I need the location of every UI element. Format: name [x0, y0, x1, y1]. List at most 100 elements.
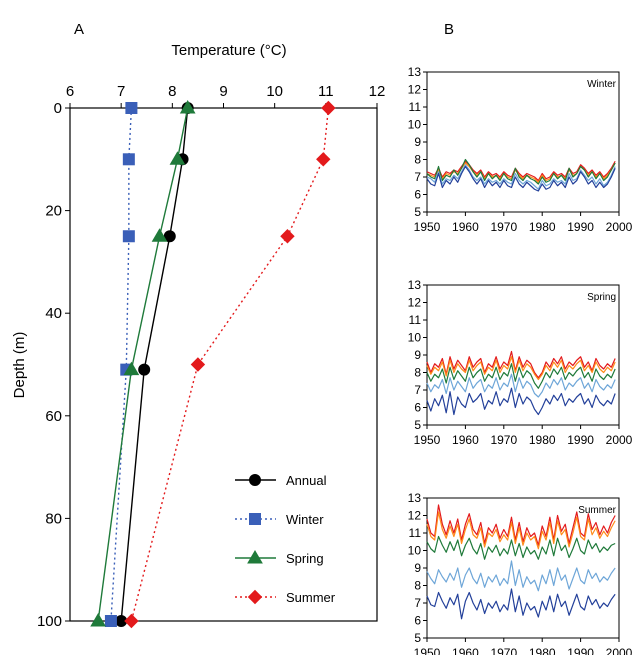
panel-b-winter: 5 6 7 8 9 10 11 12 13 1950 1960 1970 1980 1990 2000 Win… — [408, 65, 633, 234]
x-tick-label: 1950 — [414, 220, 441, 234]
x-tick-label: 1990 — [567, 220, 594, 234]
x-tick-label: 1970 — [490, 220, 517, 234]
data-point-summer — [316, 152, 331, 167]
data-point-winter — [104, 615, 117, 627]
series-line-1 — [426, 356, 616, 381]
series-line-3 — [426, 373, 616, 398]
panel-label-a: A — [74, 21, 84, 38]
data-point-spring — [169, 151, 186, 165]
x-tick-label: 1980 — [529, 433, 556, 447]
legend: Annual Winter Spring Summer — [235, 473, 336, 605]
x-tick-label: 7 — [117, 83, 125, 100]
data-point-summer — [321, 100, 336, 116]
x-tick-label: 8 — [168, 83, 176, 100]
legend-marker-winter — [249, 513, 261, 525]
season-label: Summer — [578, 505, 616, 516]
series-line-winter — [110, 107, 133, 622]
y-tick-label: 20 — [45, 203, 62, 220]
panel-label-b: B — [444, 21, 454, 38]
data-point-spring — [123, 361, 140, 376]
x-tick-label: 2000 — [606, 220, 633, 234]
x-tick-label: 1950 — [414, 433, 441, 447]
legend-marker-spring — [247, 550, 263, 564]
x-tick-label: 11 — [318, 83, 334, 100]
data-point-summer — [280, 229, 295, 244]
y-tick-label: 11 — [409, 100, 422, 114]
y-tick-label: 0 — [54, 100, 62, 117]
series-line-2 — [426, 158, 616, 185]
y-tick-label: 5 — [414, 418, 421, 432]
data-point-summer — [124, 613, 139, 629]
series-line-4 — [426, 387, 616, 416]
series-line-2 — [426, 535, 616, 560]
y-tick-label: 8 — [414, 366, 421, 380]
y-tick-label: 6 — [414, 614, 421, 628]
x-tick-label: 10 — [266, 83, 283, 100]
series-line-0 — [426, 350, 616, 379]
series-line-summer — [130, 107, 330, 622]
x-tick-label: 1970 — [490, 646, 517, 655]
legend-label-annual: Annual — [286, 473, 327, 488]
plot-frame — [426, 71, 620, 213]
panel-b-summer: 5 6 7 8 9 10 11 12 13 1950 1960 1970 1980 1990 2000 Sum… — [408, 491, 633, 655]
x-tick-label: 1990 — [567, 646, 594, 655]
y-axis-title: Depth (m) — [11, 332, 28, 399]
y-tick-label: 9 — [414, 561, 421, 575]
legend-label-spring: Spring — [286, 551, 324, 566]
legend-marker-summer — [247, 589, 263, 605]
legend-label-winter: Winter — [286, 512, 324, 527]
series-line-2 — [426, 363, 616, 389]
data-point-summer — [190, 357, 206, 372]
y-tick-label: 7 — [414, 383, 421, 397]
y-tick-label: 10 — [408, 544, 422, 558]
y-tick-label: 6 — [414, 401, 421, 415]
x-tick-label: 1980 — [529, 646, 556, 655]
y-tick-label: 11 — [409, 526, 422, 540]
data-point-winter — [122, 230, 135, 243]
y-tick-label: 13 — [408, 491, 422, 505]
y-tick-label: 9 — [414, 348, 421, 362]
series-line-1 — [426, 511, 616, 550]
y-tick-label: 13 — [408, 65, 422, 79]
legend-marker-annual — [249, 474, 261, 486]
season-label: Spring — [587, 292, 616, 303]
data-point-spring — [179, 100, 196, 114]
y-tick-label: 11 — [409, 313, 422, 327]
y-tick-label: 12 — [408, 83, 422, 97]
x-axis-title: Temperature (°C) — [171, 42, 286, 59]
y-tick-label: 9 — [414, 135, 421, 149]
y-tick-label: 13 — [408, 278, 422, 292]
y-tick-label: 60 — [45, 408, 62, 425]
plot-frame — [426, 497, 620, 639]
x-tick-label: 1960 — [452, 433, 479, 447]
data-point-winter — [122, 153, 135, 166]
y-tick-label: 10 — [408, 118, 422, 132]
x-tick-label: 1950 — [414, 646, 441, 655]
y-tick-label: 7 — [414, 170, 421, 184]
y-tick-label: 80 — [45, 510, 62, 527]
y-tick-label: 6 — [414, 188, 421, 202]
series-spring — [90, 100, 196, 627]
x-tick-label: 12 — [369, 83, 386, 100]
data-point-spring — [151, 228, 168, 242]
season-label: Winter — [587, 79, 617, 90]
y-tick-label: 7 — [414, 596, 421, 610]
series-line-4 — [426, 165, 616, 192]
data-point-annual — [138, 363, 151, 376]
data-point-winter — [125, 102, 138, 114]
x-tick-label: 6 — [66, 83, 74, 100]
y-tick-label: 40 — [45, 305, 62, 322]
y-tick-label: 8 — [414, 579, 421, 593]
series-line-3 — [426, 164, 616, 190]
data-point-annual — [163, 230, 176, 243]
y-tick-label: 100 — [37, 613, 62, 630]
panel-a-temperature-depth: Temperature (°C) Depth (m) 6 7 8 9 10 11 12 0 20… — [11, 42, 385, 630]
series-line-0 — [426, 160, 616, 182]
x-tick-label: 1980 — [529, 220, 556, 234]
x-tick-label: 2000 — [606, 646, 633, 655]
y-tick-label: 5 — [414, 205, 421, 219]
series-line-4 — [426, 588, 616, 620]
x-tick-label: 1960 — [452, 220, 479, 234]
x-tick-label: 2000 — [606, 433, 633, 447]
